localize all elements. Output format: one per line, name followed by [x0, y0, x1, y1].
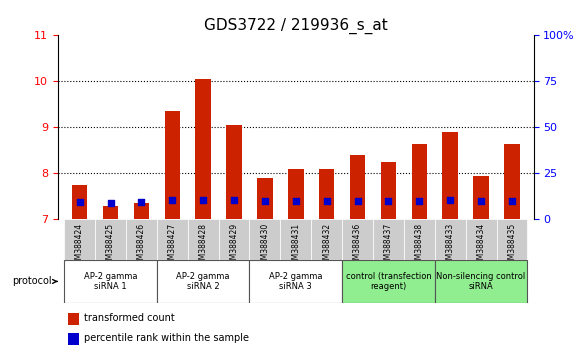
Point — [476, 199, 485, 204]
FancyBboxPatch shape — [126, 219, 157, 260]
FancyBboxPatch shape — [64, 260, 157, 303]
Text: GSM388424: GSM388424 — [75, 223, 84, 269]
Point — [508, 198, 517, 204]
Point — [260, 198, 270, 204]
Bar — [504, 143, 520, 219]
FancyBboxPatch shape — [496, 219, 527, 260]
Bar — [103, 206, 118, 219]
Bar — [380, 162, 396, 219]
Bar — [165, 111, 180, 219]
FancyBboxPatch shape — [311, 219, 342, 260]
Point — [415, 198, 424, 203]
Point — [168, 197, 177, 203]
Text: AP-2 gamma
siRNA 3: AP-2 gamma siRNA 3 — [269, 272, 322, 291]
Bar — [257, 178, 273, 219]
Point — [384, 198, 393, 204]
Bar — [412, 143, 427, 219]
Text: GSM388428: GSM388428 — [199, 223, 208, 269]
Point — [106, 200, 115, 205]
Text: GSM388425: GSM388425 — [106, 223, 115, 269]
Bar — [443, 132, 458, 219]
FancyBboxPatch shape — [157, 219, 188, 260]
Text: GSM388426: GSM388426 — [137, 223, 146, 269]
Bar — [195, 79, 211, 219]
Text: transformed count: transformed count — [84, 313, 175, 323]
Point — [198, 197, 208, 203]
Text: protocol: protocol — [12, 276, 57, 286]
Text: Non-silencing control
siRNA: Non-silencing control siRNA — [437, 272, 525, 291]
Text: control (transfection
reagent): control (transfection reagent) — [346, 272, 432, 291]
Bar — [226, 125, 242, 219]
Text: GSM388437: GSM388437 — [384, 223, 393, 269]
Text: GSM388429: GSM388429 — [230, 223, 238, 269]
Text: GSM388436: GSM388436 — [353, 223, 362, 269]
Point — [291, 198, 300, 204]
Text: GSM388432: GSM388432 — [322, 223, 331, 269]
Bar — [67, 333, 79, 345]
Text: GSM388435: GSM388435 — [508, 223, 516, 269]
Bar — [319, 169, 335, 219]
FancyBboxPatch shape — [280, 219, 311, 260]
Text: AP-2 gamma
siRNA 1: AP-2 gamma siRNA 1 — [84, 272, 137, 291]
Text: GSM388438: GSM388438 — [415, 223, 424, 269]
Point — [75, 199, 84, 205]
Point — [137, 199, 146, 205]
FancyBboxPatch shape — [64, 219, 95, 260]
Text: GSM388427: GSM388427 — [168, 223, 177, 269]
FancyBboxPatch shape — [219, 219, 249, 260]
Text: GSM388430: GSM388430 — [260, 223, 270, 269]
FancyBboxPatch shape — [342, 260, 435, 303]
FancyBboxPatch shape — [342, 219, 373, 260]
FancyBboxPatch shape — [95, 219, 126, 260]
Point — [230, 198, 239, 203]
FancyBboxPatch shape — [404, 219, 435, 260]
Bar — [133, 203, 149, 219]
FancyBboxPatch shape — [249, 260, 342, 303]
Point — [445, 198, 455, 203]
Title: GDS3722 / 219936_s_at: GDS3722 / 219936_s_at — [204, 18, 387, 34]
Text: GSM388434: GSM388434 — [477, 223, 485, 269]
Text: AP-2 gamma
siRNA 2: AP-2 gamma siRNA 2 — [176, 272, 230, 291]
Point — [322, 198, 331, 204]
FancyBboxPatch shape — [157, 260, 249, 303]
Bar — [473, 176, 489, 219]
FancyBboxPatch shape — [466, 219, 496, 260]
Bar — [350, 155, 365, 219]
FancyBboxPatch shape — [188, 219, 219, 260]
Bar — [72, 185, 88, 219]
Text: GSM388431: GSM388431 — [291, 223, 300, 269]
FancyBboxPatch shape — [435, 219, 466, 260]
Point — [353, 198, 362, 204]
FancyBboxPatch shape — [249, 219, 280, 260]
FancyBboxPatch shape — [373, 219, 404, 260]
FancyBboxPatch shape — [435, 260, 527, 303]
Bar — [67, 313, 79, 325]
Text: percentile rank within the sample: percentile rank within the sample — [84, 333, 249, 343]
Bar — [288, 169, 303, 219]
Text: GSM388433: GSM388433 — [445, 223, 455, 269]
